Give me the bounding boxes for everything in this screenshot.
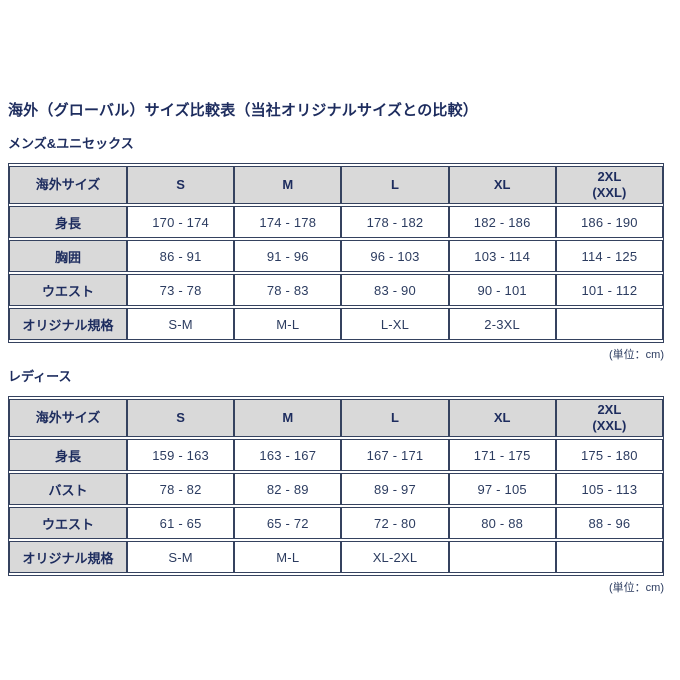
table-row-waist: ウエスト 73 - 78 78 - 83 83 - 90 90 - 101 10… (9, 274, 663, 306)
column-header-l: L (341, 399, 449, 437)
column-header-l: L (341, 166, 449, 204)
row-label-chest: 胸囲 (9, 240, 127, 272)
mens-unisex-size-table: 海外サイズ S M L XL 2XL (XXL) 身長 170 - 174 17… (8, 163, 664, 343)
size-cell: 90 - 101 (448, 274, 556, 306)
size-cell: 163 - 167 (234, 439, 342, 471)
column-header-2xl: 2XL (XXL) (555, 166, 663, 204)
size-cell: 61 - 65 (127, 507, 235, 539)
size-cell: 114 - 125 (555, 240, 663, 272)
size-cell: 2-3XL (448, 308, 556, 340)
column-header-m: M (234, 166, 342, 204)
size-cell: 65 - 72 (234, 507, 342, 539)
size-cell: 73 - 78 (127, 274, 235, 306)
table-row-height: 身長 159 - 163 163 - 167 167 - 171 171 - 1… (9, 439, 663, 471)
size-cell: 178 - 182 (341, 206, 449, 238)
size-cell: 170 - 174 (127, 206, 235, 238)
size-cell: 159 - 163 (127, 439, 235, 471)
row-label-height: 身長 (9, 206, 127, 238)
size-cell: 80 - 88 (448, 507, 556, 539)
size-cell: 101 - 112 (555, 274, 663, 306)
size-cell: S-M (127, 541, 235, 573)
row-label-original-spec: オリジナル規格 (9, 308, 127, 340)
size-cell: 78 - 82 (127, 473, 235, 505)
section-label-ladies: レディース (8, 369, 72, 384)
column-header-xl: XL (448, 399, 556, 437)
size-cell: 105 - 113 (555, 473, 663, 505)
row-label-height: 身長 (9, 439, 127, 471)
size-cell: 103 - 114 (448, 240, 556, 272)
size-cell: 171 - 175 (448, 439, 556, 471)
size-cell: XL-2XL (341, 541, 449, 573)
column-header-xl: XL (448, 166, 556, 204)
table-row-waist: ウエスト 61 - 65 65 - 72 72 - 80 80 - 88 88 … (9, 507, 663, 539)
size-cell: 83 - 90 (341, 274, 449, 306)
size-cell: 174 - 178 (234, 206, 342, 238)
size-cell: M-L (234, 308, 342, 340)
header-row: 海外サイズ S M L XL 2XL (XXL) (9, 166, 663, 204)
size-cell: 175 - 180 (555, 439, 663, 471)
size-cell: 86 - 91 (127, 240, 235, 272)
size-cell: 167 - 171 (341, 439, 449, 471)
size-cell: 89 - 97 (341, 473, 449, 505)
table-row-original-spec: オリジナル規格 S-M M-L XL-2XL (9, 541, 663, 573)
row-label-bust: バスト (9, 473, 127, 505)
table-row-original-spec: オリジナル規格 S-M M-L L-XL 2-3XL (9, 308, 663, 340)
size-cell: 96 - 103 (341, 240, 449, 272)
size-cell (555, 541, 663, 573)
column-header-s: S (127, 166, 235, 204)
mens-unisex-section: メンズ&ユニセックス 海外サイズ S M L XL 2XL (XXL) 身長 (8, 136, 672, 362)
row-label-waist: ウエスト (9, 274, 127, 306)
table-row-chest: 胸囲 86 - 91 91 - 96 96 - 103 103 - 114 11… (9, 240, 663, 272)
size-cell: 78 - 83 (234, 274, 342, 306)
size-cell: 91 - 96 (234, 240, 342, 272)
size-cell: 72 - 80 (341, 507, 449, 539)
section-label-mens-unisex: メンズ&ユニセックス (8, 136, 134, 151)
size-cell: M-L (234, 541, 342, 573)
table-row-bust: バスト 78 - 82 82 - 89 89 - 97 97 - 105 105… (9, 473, 663, 505)
column-header-m: M (234, 399, 342, 437)
page-title: 海外（グローバル）サイズ比較表（当社オリジナルサイズとの比較） (8, 102, 479, 119)
ladies-size-table: 海外サイズ S M L XL 2XL (XXL) 身長 159 - 163 16… (8, 396, 664, 576)
size-cell: 82 - 89 (234, 473, 342, 505)
size-cell (448, 541, 556, 573)
size-cell (555, 308, 663, 340)
size-cell: 88 - 96 (555, 507, 663, 539)
size-cell: 97 - 105 (448, 473, 556, 505)
size-cell: L-XL (341, 308, 449, 340)
table-row-height: 身長 170 - 174 174 - 178 178 - 182 182 - 1… (9, 206, 663, 238)
row-label-waist: ウエスト (9, 507, 127, 539)
column-header-2xl: 2XL (XXL) (555, 399, 663, 437)
ladies-section: レディース 海外サイズ S M L XL 2XL (XXL) 身長 (8, 369, 672, 595)
size-cell: 182 - 186 (448, 206, 556, 238)
size-cell: S-M (127, 308, 235, 340)
column-header-s: S (127, 399, 235, 437)
unit-note: (単位：cm) (609, 349, 664, 361)
size-cell: 186 - 190 (555, 206, 663, 238)
column-header-overseas-size: 海外サイズ (9, 166, 127, 204)
header-row: 海外サイズ S M L XL 2XL (XXL) (9, 399, 663, 437)
column-header-overseas-size: 海外サイズ (9, 399, 127, 437)
unit-note: (単位：cm) (609, 582, 664, 594)
row-label-original-spec: オリジナル規格 (9, 541, 127, 573)
